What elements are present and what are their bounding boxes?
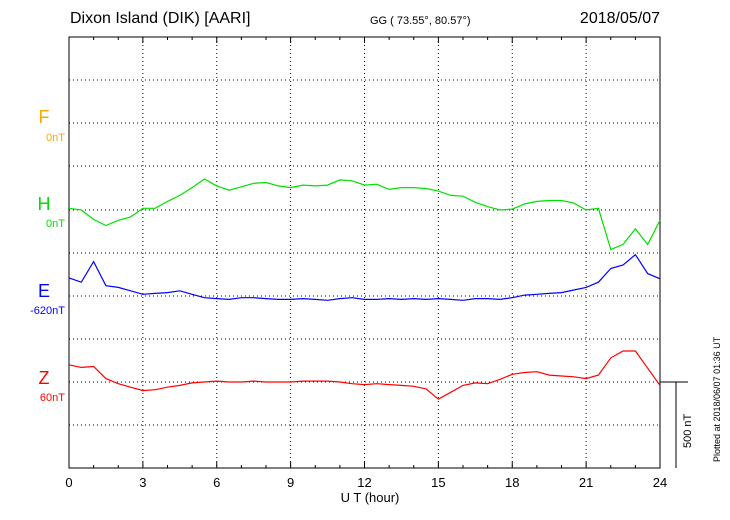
scale-label: 500 nT [682, 413, 694, 448]
baseline-label-h: 0nT [46, 218, 65, 230]
x-tick-label: 24 [652, 475, 668, 490]
series-layer [68, 178, 661, 400]
plotted-timestamp: Plotted at 2018/06/07 01:36 UT [712, 336, 722, 462]
baseline-label-e: -620nT [30, 305, 65, 317]
baseline-label-f: 0nT [46, 132, 65, 144]
component-label-f: F [38, 107, 50, 127]
coordinates-label: GG ( 73.55°, 80.57°) [370, 15, 471, 27]
component-label-e: E [37, 281, 50, 301]
x-tick-label: 6 [213, 475, 221, 490]
x-tick-label: 15 [431, 475, 446, 490]
component-label-h: H [37, 194, 51, 214]
grid [68, 37, 661, 468]
x-tick-label: 9 [287, 475, 295, 490]
series-line-e [68, 253, 661, 301]
x-tick-label: 21 [578, 475, 594, 490]
baseline-label-z: 60nT [39, 392, 65, 404]
x-tick-label: 18 [505, 475, 520, 490]
series-line-z [68, 350, 661, 400]
date-label: 2018/05/07 [579, 10, 660, 27]
x-tick-label: 3 [139, 475, 147, 490]
scale-label-box: 500 nT [682, 408, 698, 448]
component-label-z: Z [38, 368, 50, 388]
chart-title: Dixon Island (DIK) [AARI] [70, 10, 251, 27]
x-axis-label: U T (hour) [340, 490, 400, 505]
x-tick-label: 12 [357, 475, 372, 490]
x-tick-label: 0 [65, 475, 73, 490]
series-line-h [68, 178, 661, 251]
plot-frame [68, 36, 661, 469]
